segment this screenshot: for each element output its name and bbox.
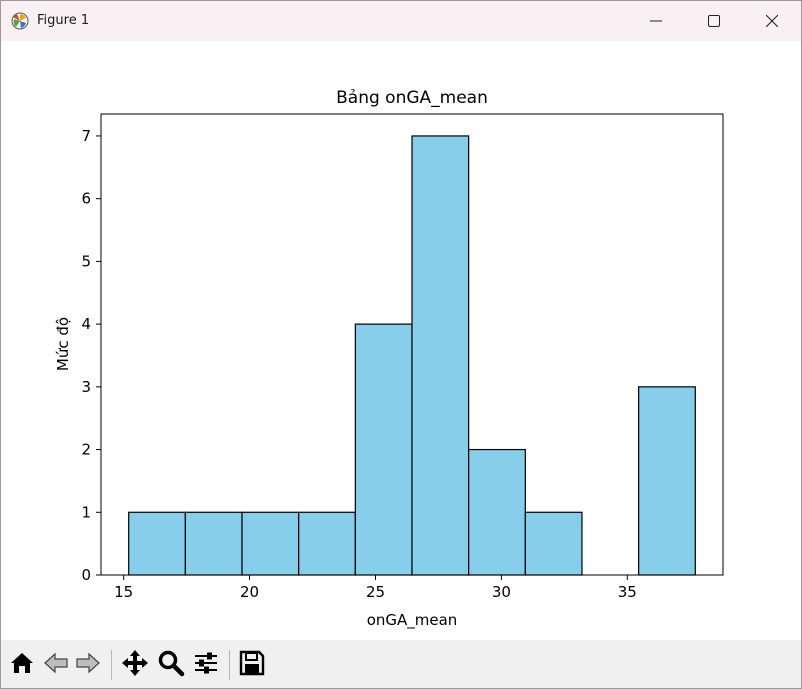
histogram-bar <box>298 511 356 576</box>
configure-subplots-icon <box>192 649 220 681</box>
x-tick-label: 35 <box>618 583 637 601</box>
window-title: Figure 1 <box>37 13 90 28</box>
y-tick-label: 0 <box>81 566 91 584</box>
y-tick-label: 3 <box>81 378 91 396</box>
histogram-bar <box>411 135 470 576</box>
y-axis-label: Mức độ <box>54 317 72 371</box>
histogram-bar <box>128 511 186 576</box>
y-tick-label: 6 <box>81 190 91 208</box>
histogram-bar <box>354 323 413 576</box>
chart-title: Bảng onGA_mean <box>336 88 488 108</box>
y-tick-label: 7 <box>81 127 91 145</box>
back-button[interactable] <box>41 650 71 680</box>
home-button[interactable] <box>7 650 37 680</box>
pan-icon <box>121 649 149 681</box>
minimize-button[interactable] <box>627 1 685 41</box>
home-icon <box>9 650 35 680</box>
y-tick-label: 5 <box>81 252 91 270</box>
navigation-toolbar <box>1 640 801 688</box>
histogram-bar <box>184 511 243 576</box>
save-icon <box>239 650 265 680</box>
x-tick-label: 15 <box>114 583 133 601</box>
forward-button[interactable] <box>73 650 103 680</box>
x-axis-label: onGA_mean <box>367 611 458 630</box>
close-icon <box>765 12 779 31</box>
x-tick-label: 20 <box>240 583 259 601</box>
y-tick-label: 4 <box>81 315 91 333</box>
maximize-icon <box>708 12 720 31</box>
maximize-button[interactable] <box>685 1 743 41</box>
histogram-bar <box>638 386 696 576</box>
save-button[interactable] <box>237 650 267 680</box>
histogram-bar <box>241 511 300 576</box>
title-bar[interactable]: Figure 1 <box>1 1 801 41</box>
toolbar-separator <box>229 650 230 680</box>
zoom-icon <box>157 649 185 681</box>
histogram-bar <box>524 511 583 576</box>
close-button[interactable] <box>743 1 801 41</box>
zoom-button[interactable] <box>156 650 186 680</box>
figure-canvas[interactable]: Bảng onGA_mean 15 20 25 30 35 0 1 2 3 4 5 6 7 onGA_… <box>1 41 801 639</box>
x-tick-label: 30 <box>492 583 511 601</box>
axes-frame <box>100 113 724 576</box>
pan-button[interactable] <box>120 650 150 680</box>
minimize-icon <box>650 12 662 31</box>
y-tick-label: 2 <box>81 441 91 459</box>
histogram-bar <box>468 448 526 576</box>
configure-subplots-button[interactable] <box>191 650 221 680</box>
toolbar-separator <box>111 650 112 680</box>
forward-icon <box>75 650 101 680</box>
histogram-chart: Bảng onGA_mean 15 20 25 30 35 0 1 2 3 4 5 6 7 onGA_… <box>54 88 724 630</box>
x-tick-label: 25 <box>366 583 385 601</box>
matplotlib-logo-icon <box>11 12 29 30</box>
back-icon <box>43 650 69 680</box>
y-tick-label: 1 <box>81 503 91 521</box>
